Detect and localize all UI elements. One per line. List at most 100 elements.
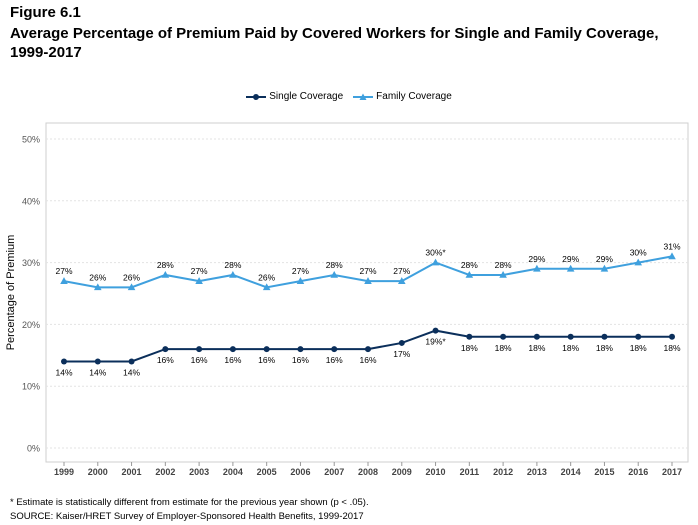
data-point (229, 270, 237, 278)
x-tick-label: 2003 (189, 467, 209, 477)
data-point (499, 270, 507, 278)
data-point (601, 333, 608, 340)
data-label: 29% (562, 254, 579, 264)
x-tick-label: 2008 (358, 467, 378, 477)
data-point (533, 333, 540, 340)
data-label: 14% (123, 367, 140, 377)
data-point (669, 333, 675, 340)
data-label: 18% (461, 343, 478, 353)
data-point (635, 333, 642, 340)
data-point (600, 264, 609, 272)
footnote-source: SOURCE: Kaiser/HRET Survey of Employer-S… (10, 511, 364, 522)
data-point (94, 358, 101, 365)
data-label: 26% (123, 272, 140, 282)
data-label: 27% (359, 266, 376, 276)
x-tick-label: 2001 (122, 467, 142, 477)
data-point (61, 358, 67, 365)
legend-item-single: Single Coverage (246, 91, 343, 102)
data-label: 28% (224, 260, 241, 270)
data-label: 28% (157, 260, 174, 270)
data-point (296, 277, 305, 284)
x-tick-label: 2007 (324, 467, 344, 477)
data-label: 26% (258, 272, 275, 282)
data-label: 16% (224, 355, 241, 365)
data-label: 26% (89, 272, 106, 282)
data-point (297, 346, 304, 353)
data-label: 29% (596, 254, 613, 264)
data-label: 16% (326, 355, 343, 365)
data-point (364, 277, 372, 284)
data-point (331, 346, 338, 353)
x-tick-label: 2000 (88, 467, 108, 477)
x-tick-label: 2011 (460, 467, 480, 477)
data-point (127, 283, 136, 291)
figure-label: Figure 6.1 (10, 4, 81, 21)
data-label: 16% (292, 355, 309, 365)
data-label: 28% (461, 260, 478, 270)
data-label: 30% (630, 248, 647, 258)
y-tick-label: 40% (22, 196, 40, 206)
y-tick-label: 10% (22, 382, 40, 392)
x-tick-label: 2016 (628, 467, 648, 477)
data-point (567, 333, 574, 340)
data-point (162, 346, 169, 353)
y-axis-label: Percentage of Premium (5, 235, 17, 351)
data-point (365, 346, 371, 353)
data-point (128, 358, 135, 365)
data-point (262, 283, 271, 291)
y-tick-label: 20% (22, 320, 40, 330)
data-label: 16% (258, 355, 275, 365)
data-point (398, 339, 405, 346)
data-label: 16% (359, 355, 376, 365)
data-label: 28% (495, 260, 512, 270)
data-point (229, 346, 236, 353)
data-point (466, 333, 473, 340)
data-point (566, 264, 575, 272)
x-tick-label: 1999 (54, 467, 74, 477)
data-label: 18% (495, 343, 512, 353)
data-label: 27% (191, 266, 208, 276)
data-point (500, 333, 507, 340)
x-tick-label: 2017 (662, 467, 682, 477)
y-tick-label: 0% (27, 444, 40, 454)
x-tick-label: 2004 (223, 467, 243, 477)
data-label: 18% (596, 343, 613, 353)
x-tick-label: 2002 (155, 467, 175, 477)
legend-label-single: Single Coverage (269, 91, 344, 102)
data-label: 17% (393, 349, 410, 359)
x-tick-label: 2012 (493, 467, 513, 477)
x-tick-label: 2013 (527, 467, 547, 477)
data-label: 16% (191, 355, 208, 365)
data-point (330, 270, 339, 278)
legend-marker-triangle-icon (353, 93, 374, 100)
data-label: 28% (326, 260, 343, 270)
data-label: 29% (528, 254, 545, 264)
data-point (465, 270, 474, 278)
data-label: 18% (663, 343, 680, 353)
data-label: 19%* (425, 337, 446, 347)
data-point (195, 277, 203, 284)
legend-marker-circle-icon (246, 93, 267, 100)
data-label: 14% (89, 367, 106, 377)
data-point (397, 277, 406, 284)
data-label: 18% (528, 343, 545, 353)
plot-frame (45, 122, 689, 463)
data-label: 27% (393, 266, 410, 276)
data-label: 27% (292, 266, 309, 276)
x-tick-label: 2006 (290, 467, 310, 477)
data-label: 14% (55, 367, 72, 377)
footnote-significance: * Estimate is statistically different fr… (10, 497, 369, 508)
data-label: 18% (562, 343, 579, 353)
data-point (161, 270, 170, 278)
data-point (60, 277, 68, 284)
data-label: 27% (55, 266, 72, 276)
data-point (634, 258, 643, 266)
legend-label-family: Family Coverage (376, 91, 452, 102)
x-tick-label: 2009 (392, 467, 412, 477)
y-tick-label: 30% (22, 258, 40, 268)
chart-title: Average Percentage of Premium Paid by Co… (10, 25, 659, 61)
y-tick-label: 50% (22, 135, 40, 145)
data-label: 16% (157, 355, 174, 365)
data-point (196, 346, 203, 353)
